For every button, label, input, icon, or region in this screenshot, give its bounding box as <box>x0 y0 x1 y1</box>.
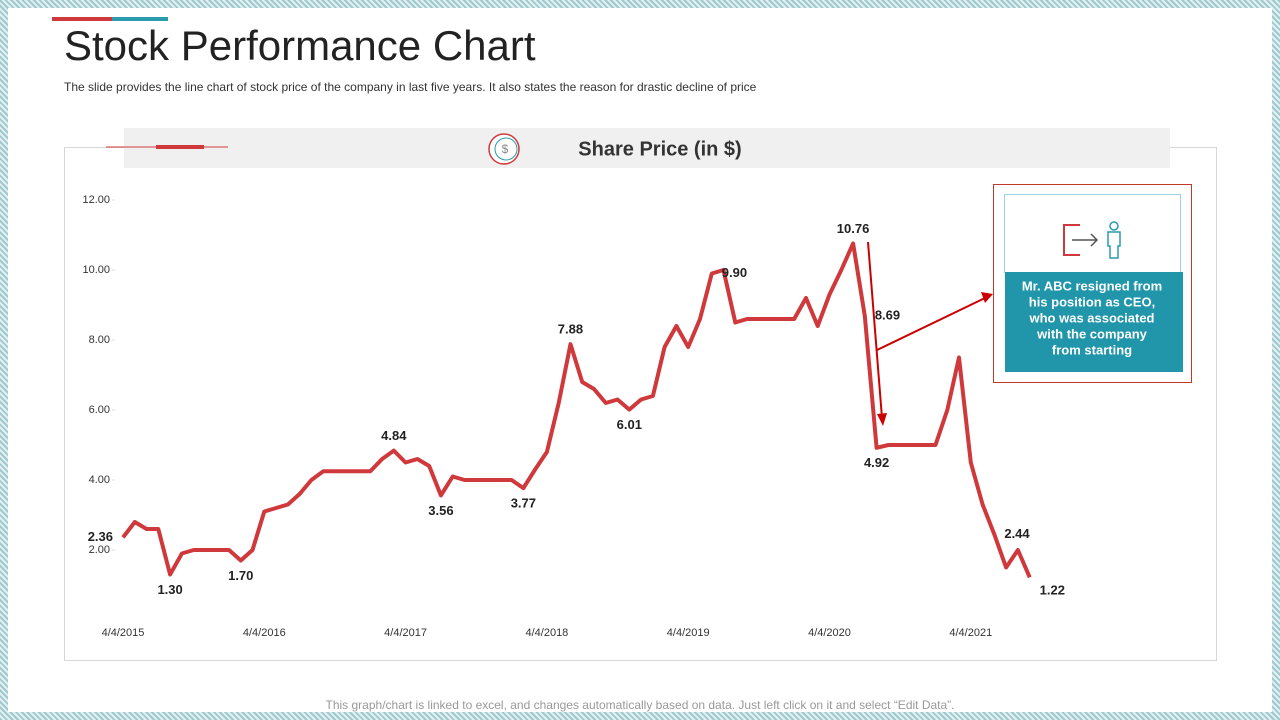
person-icon <box>1109 221 1119 231</box>
x-tick-label: 4/4/2019 <box>667 627 710 639</box>
arrow <box>867 241 883 419</box>
data-label: 9.90 <box>722 265 747 280</box>
x-tick-label: 4/4/2021 <box>949 627 992 639</box>
callout-line: who was associated <box>1029 310 1155 325</box>
x-tick-label: 4/4/2017 <box>384 627 427 639</box>
y-tick-label: 8.00 <box>89 334 110 346</box>
dollar-icon <box>488 133 520 165</box>
chart-title: Share Price (in $) <box>578 138 741 160</box>
exit-icon <box>1072 233 1099 247</box>
x-tick-label: 4/4/2020 <box>808 627 851 639</box>
data-label: 1.30 <box>157 582 182 597</box>
slide-title: Stock Performance Chart <box>64 22 536 69</box>
data-label: 2.44 <box>1004 526 1030 541</box>
arrow <box>877 413 887 426</box>
data-label: 3.77 <box>511 495 536 510</box>
data-label: 4.92 <box>864 455 889 470</box>
callout-icon-box <box>1004 194 1181 273</box>
data-label: 3.56 <box>428 503 453 518</box>
x-tick-label: 4/4/2018 <box>525 627 568 639</box>
data-label: 1.70 <box>228 568 253 583</box>
data-label: 10.76 <box>837 221 870 236</box>
data-label: 7.88 <box>558 322 583 337</box>
callout-box <box>1005 272 1183 372</box>
exit-icon <box>1063 224 1080 256</box>
callout-line: his position as CEO, <box>1029 294 1155 309</box>
data-label: 2.36 <box>88 529 113 544</box>
person-icon <box>1107 231 1121 259</box>
data-label: 4.84 <box>381 428 407 443</box>
data-label: 6.01 <box>617 417 642 432</box>
y-tick-label: 12.00 <box>82 194 110 206</box>
x-tick-label: 4/4/2015 <box>102 627 145 639</box>
data-label: 1.22 <box>1040 583 1065 598</box>
slide: Stock Performance Chart The slide provid… <box>8 8 1272 712</box>
arrow <box>981 292 993 303</box>
plot: 2.00 4.00 6.00 8.00 10.00 12.00 4/4/2015 4/4/20… <box>82 194 1065 639</box>
data-label: 8.69 <box>875 307 900 322</box>
callout-line: with the company <box>1036 326 1148 341</box>
chart: Stock Performance Chart The slide provid… <box>52 17 1217 712</box>
callout-line: from starting <box>1052 342 1132 357</box>
y-tick-label: 6.00 <box>89 404 110 416</box>
price-line <box>121 241 1032 579</box>
accent-bar <box>112 17 168 21</box>
dollar-icon <box>494 137 518 161</box>
callout-line: Mr. ABC resigned from <box>1022 278 1162 293</box>
accent-bar <box>52 17 112 21</box>
footer-note: This graph/chart is linked to excel, and… <box>326 698 955 712</box>
y-tick-label: 2.00 <box>89 544 110 556</box>
chart-header <box>124 128 1170 168</box>
y-tick-label: 4.00 <box>89 474 110 486</box>
slide-subtitle: The slide provides the line chart of sto… <box>64 80 757 94</box>
arrow <box>876 297 986 351</box>
x-tick-label: 4/4/2016 <box>243 627 286 639</box>
y-tick-label: 10.00 <box>82 264 110 276</box>
dollar-icon: $ <box>502 142 509 156</box>
